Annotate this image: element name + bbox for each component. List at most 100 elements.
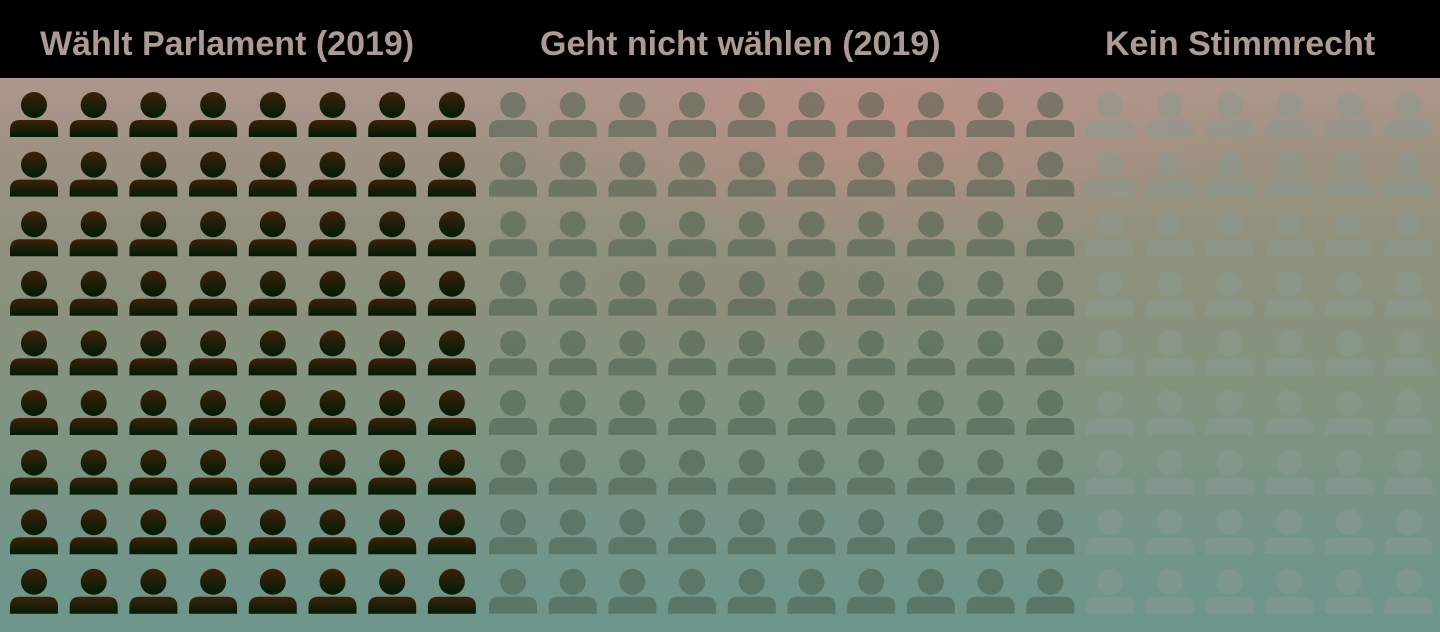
parliament-voter-person-icon: [248, 390, 297, 435]
non-voter-person-icon: [906, 390, 955, 435]
non-voter-person-icon: [906, 270, 955, 316]
no-voting-right-person-icon: [1384, 509, 1433, 555]
non-voter-person-icon: [668, 390, 717, 435]
non-voter-person-icon: [608, 330, 657, 376]
parliament-voter-person-icon: [248, 270, 297, 316]
non-voter-person-icon: [787, 151, 836, 197]
parliament-voter-person-icon: [368, 568, 417, 614]
non-voter-person-icon: [906, 509, 955, 555]
non-voter-person-icon: [489, 270, 537, 316]
no-voting-right-person-icon: [1205, 509, 1254, 555]
parliament-voter-person-icon: [189, 449, 238, 495]
non-voter-person-icon: [548, 390, 597, 435]
non-voter-person-icon: [906, 568, 955, 614]
parliament-voter-person-icon: [308, 568, 357, 614]
parliament-voter-person-icon: [248, 330, 297, 376]
non-voter-person-icon: [727, 211, 776, 257]
parliament-voter-person-icon: [129, 449, 178, 495]
parliament-voter-person-icon: [10, 92, 58, 137]
no-voting-right-person-icon: [1265, 270, 1314, 316]
non-voter-person-icon: [1026, 330, 1075, 376]
parliament-voter-person-icon: [427, 509, 476, 555]
non-voter-person-icon: [966, 390, 1015, 435]
non-voter-person-icon: [906, 330, 955, 376]
non-voter-person-icon: [847, 151, 896, 197]
parliament-voter-person-icon: [129, 92, 178, 137]
non-voter-person-icon: [608, 449, 657, 495]
chart-header: Wählt Parlament (2019) Geht nicht wählen…: [0, 0, 1440, 78]
parliament-voter-person-icon: [248, 211, 297, 257]
parliament-voter-person-icon: [10, 449, 58, 495]
parliament-voter-person-icon: [427, 330, 476, 376]
parliament-voter-person-icon: [10, 151, 58, 197]
parliament-voter-person-icon: [308, 92, 357, 137]
no-voting-right-person-icon: [1384, 390, 1433, 435]
non-voter-person-icon: [966, 449, 1015, 495]
non-voter-person-icon: [1026, 390, 1075, 435]
no-voting-right-person-icon: [1205, 390, 1254, 435]
no-voting-right-person-icon: [1384, 92, 1433, 137]
parliament-voter-person-icon: [69, 509, 118, 555]
parliament-voter-person-icon: [308, 390, 357, 435]
parliament-voter-person-icon: [248, 92, 297, 137]
non-voter-person-icon: [1026, 568, 1075, 614]
non-voter-person-icon: [727, 449, 776, 495]
parliament-voter-person-icon: [248, 509, 297, 555]
no-voting-right-person-icon: [1384, 270, 1433, 316]
non-voter-person-icon: [548, 211, 597, 257]
parliament-voter-person-icon: [69, 568, 118, 614]
parliament-voter-person-icon: [129, 568, 178, 614]
parliament-voter-person-icon: [368, 92, 417, 137]
non-voter-person-icon: [548, 270, 597, 316]
non-voter-person-icon: [548, 568, 597, 614]
parliament-voter-person-icon: [69, 390, 118, 435]
parliament-voter-person-icon: [10, 390, 58, 435]
no-voting-right-person-icon: [1205, 449, 1254, 495]
no-voting-right-person-icon: [1265, 211, 1314, 257]
parliament-voter-person-icon: [427, 390, 476, 435]
non-voter-person-icon: [608, 390, 657, 435]
non-voter-person-icon: [608, 509, 657, 555]
non-voter-person-icon: [668, 211, 717, 257]
no-voting-right-person-icon: [1086, 211, 1134, 257]
parliament-voter-person-icon: [248, 449, 297, 495]
non-voter-person-icon: [847, 211, 896, 257]
no-voting-right-person-icon: [1205, 568, 1254, 614]
no-voting-right-person-icon: [1265, 92, 1314, 137]
no-voting-right-person-icon: [1145, 92, 1194, 137]
parliament-voter-person-icon: [69, 330, 118, 376]
parliament-voter-person-icon: [129, 151, 178, 197]
non-voter-person-icon: [966, 92, 1015, 137]
non-voter-person-icon: [966, 151, 1015, 197]
non-voter-person-icon: [668, 568, 717, 614]
parliament-voter-person-icon: [10, 568, 58, 614]
no-voting-right-person-icon: [1086, 509, 1134, 555]
non-voter-person-icon: [847, 390, 896, 435]
non-voter-person-icon: [489, 211, 537, 257]
parliament-voter-person-icon: [368, 151, 417, 197]
parliament-voter-person-icon: [69, 211, 118, 257]
parliament-voter-person-icon: [129, 330, 178, 376]
parliament-voter-person-icon: [10, 330, 58, 376]
no-voting-right-person-icon: [1265, 449, 1314, 495]
parliament-voter-person-icon: [368, 390, 417, 435]
no-voting-right-person-icon: [1145, 151, 1194, 197]
no-voting-right-person-icon: [1145, 509, 1194, 555]
non-voter-person-icon: [787, 330, 836, 376]
non-voter-person-icon: [489, 390, 537, 435]
non-voter-person-icon: [608, 92, 657, 137]
no-voting-right-person-icon: [1324, 449, 1373, 495]
parliament-voter-person-icon: [69, 449, 118, 495]
non-voter-person-icon: [489, 568, 537, 614]
no-voting-right-person-icon: [1086, 92, 1134, 137]
non-voter-person-icon: [787, 270, 836, 316]
non-voter-person-icon: [608, 270, 657, 316]
non-voter-person-icon: [1026, 449, 1075, 495]
parliament-voter-person-icon: [427, 92, 476, 137]
pictogram-grid: [10, 92, 1433, 614]
parliament-voter-person-icon: [129, 211, 178, 257]
non-voter-person-icon: [906, 449, 955, 495]
no-voting-right-person-icon: [1205, 330, 1254, 376]
parliament-voter-person-icon: [189, 509, 238, 555]
non-voter-person-icon: [548, 92, 597, 137]
